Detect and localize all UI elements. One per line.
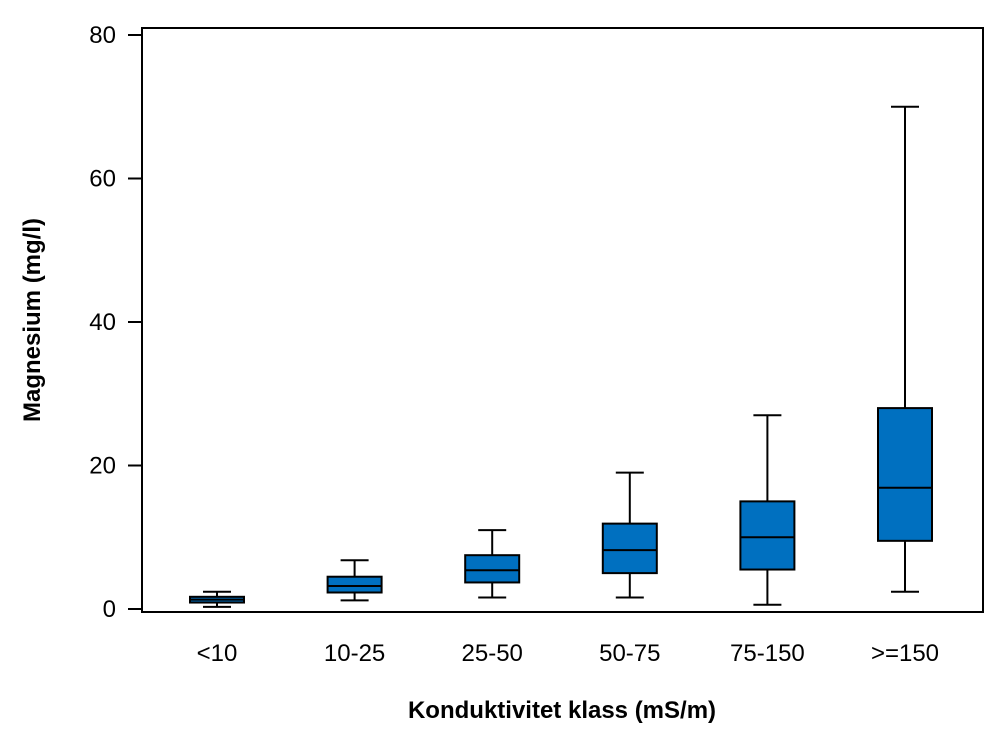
x-tick-label: 50-75 xyxy=(599,640,660,667)
iqr-box xyxy=(601,522,658,575)
x-axis-title: Konduktivitet klass (mS/m) xyxy=(408,697,716,724)
y-tick-label: 40 xyxy=(89,309,116,336)
x-tick-label: 25-50 xyxy=(462,640,523,667)
x-tick-label: <10 xyxy=(197,640,238,667)
iqr-box xyxy=(326,575,383,594)
box-group xyxy=(189,590,245,608)
box-group xyxy=(601,471,658,599)
box-group xyxy=(326,559,383,602)
y-tick-label: 60 xyxy=(89,166,116,193)
y-axis: 0 20 40 60 80 xyxy=(89,22,142,623)
iqr-box xyxy=(877,407,933,542)
iqr-box xyxy=(464,554,521,584)
y-tick-label: 80 xyxy=(89,22,116,49)
y-tick-label: 20 xyxy=(89,453,116,480)
plot-area-frame xyxy=(141,27,984,613)
y-tick-label: 0 xyxy=(103,596,116,623)
y-axis-title: Magnesium (mg/l) xyxy=(19,218,46,422)
box-group xyxy=(739,414,796,606)
x-tick-label: >=150 xyxy=(871,640,939,667)
box-group xyxy=(464,529,521,599)
x-tick-label: 10-25 xyxy=(324,640,385,667)
x-axis: <10 10-25 25-50 50-75 75-150 >=150 xyxy=(197,640,939,667)
box-group xyxy=(877,105,933,593)
x-tick-label: 75-150 xyxy=(730,640,805,667)
iqr-box xyxy=(739,500,796,571)
boxes-layer xyxy=(189,105,933,608)
